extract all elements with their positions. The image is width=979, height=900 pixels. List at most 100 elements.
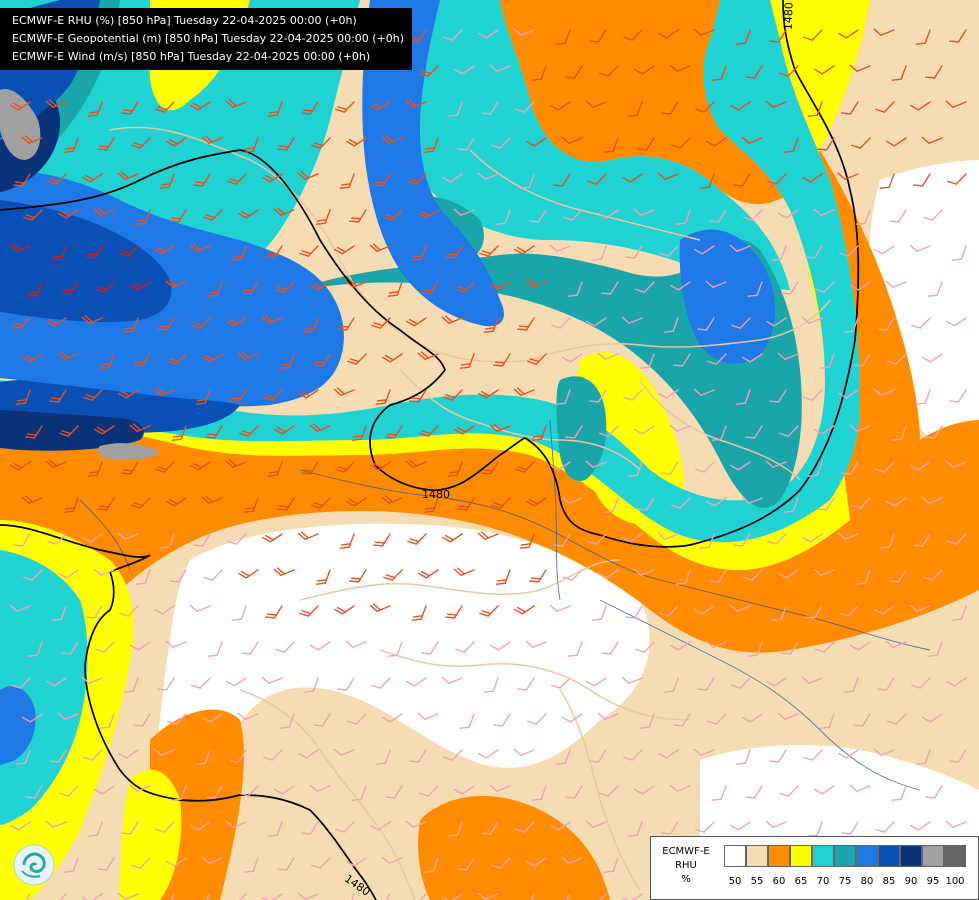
- wind-barb: [369, 461, 391, 471]
- wind-barb: [600, 641, 619, 655]
- wind-barb: [729, 821, 751, 831]
- wind-barb: [671, 497, 691, 509]
- wind-barb: [564, 65, 583, 79]
- wind-barb: [129, 281, 151, 291]
- wind-barb: [27, 641, 43, 657]
- wind-barb: [165, 137, 187, 147]
- wind-barb: [315, 569, 331, 585]
- wind-barb: [735, 29, 751, 45]
- wind-barb: [275, 641, 295, 653]
- wind-barb: [783, 137, 799, 153]
- wind-barb: [441, 173, 463, 183]
- wind-barb: [888, 209, 907, 223]
- wind-barb: [117, 749, 139, 759]
- wind-barb: [297, 171, 319, 180]
- wind-barb: [156, 317, 175, 331]
- wind-barb: [387, 281, 403, 297]
- wind-barb: [528, 209, 547, 223]
- wind-barb: [603, 497, 619, 513]
- wind-barb: [597, 712, 619, 720]
- wind-barb: [63, 137, 79, 153]
- wind-barb: [744, 65, 763, 79]
- wind-barb: [492, 353, 511, 367]
- wind-barb: [837, 532, 859, 540]
- legend-tick-label: 90: [904, 876, 918, 887]
- wind-barb: [765, 677, 787, 687]
- legend-tick-label: 65: [794, 876, 808, 887]
- wind-barb: [297, 892, 319, 900]
- wind-barb: [591, 605, 607, 621]
- wind-barb: [945, 820, 967, 828]
- wind-barb: [21, 713, 43, 723]
- wind-barb: [276, 497, 295, 511]
- wind-barb: [515, 461, 535, 473]
- wind-barb: [239, 785, 259, 797]
- title-rhu: ECMWF-E RHU (%) [850 hPa] Tuesday 22-04-…: [12, 14, 357, 27]
- wind-barb: [743, 209, 763, 221]
- wind-barb: [923, 209, 943, 221]
- wind-barb: [447, 821, 463, 837]
- wind-barb: [669, 424, 691, 432]
- wind-barb: [945, 677, 967, 687]
- wind-barb: [837, 389, 859, 399]
- wind-barb: [621, 173, 643, 183]
- wind-barb: [711, 65, 727, 81]
- wind-barb: [153, 387, 175, 396]
- wind-barb: [815, 641, 835, 653]
- wind-barb: [743, 569, 763, 581]
- wind-barb: [201, 135, 223, 144]
- wind-barb: [225, 677, 247, 687]
- wind-barb: [552, 173, 571, 187]
- ecmwf-logo-icon[interactable]: [12, 843, 56, 887]
- wind-barb: [383, 569, 403, 581]
- wind-barb: [780, 281, 799, 295]
- wind-barb: [267, 461, 283, 477]
- wind-barb: [23, 569, 43, 581]
- wind-barb: [171, 425, 187, 441]
- wind-barb: [48, 389, 67, 403]
- wind-barb: [59, 425, 79, 437]
- wind-barb: [489, 784, 511, 792]
- wind-barbs-layer: [9, 28, 967, 900]
- wind-barb: [345, 857, 367, 867]
- wind-barb: [659, 605, 679, 617]
- wind-barb: [84, 245, 103, 259]
- wind-barb: [767, 173, 787, 185]
- wind-barb: [765, 317, 787, 327]
- wind-barb: [135, 209, 151, 225]
- wind-barb: [333, 605, 355, 615]
- wind-barb: [299, 245, 319, 257]
- wind-barb: [695, 461, 715, 473]
- wind-barb: [333, 245, 355, 255]
- wind-barb: [729, 244, 751, 252]
- wind-barb: [417, 569, 439, 579]
- legend-swatch: [878, 845, 900, 867]
- wind-barb: [372, 173, 391, 187]
- wind-barb: [633, 568, 655, 576]
- wind-barb: [477, 389, 499, 399]
- wind-barb: [819, 353, 835, 369]
- wind-barb: [348, 209, 367, 223]
- wind-barb: [261, 173, 283, 183]
- wind-barb: [852, 353, 871, 367]
- wind-barb: [909, 101, 931, 111]
- wind-barb: [525, 279, 547, 288]
- wind-barb: [837, 172, 859, 180]
- wind-barb: [57, 712, 79, 720]
- wind-barb: [597, 209, 619, 219]
- wind-barb: [945, 317, 967, 327]
- wind-barb: [693, 388, 715, 396]
- wind-barb: [48, 749, 67, 763]
- wind-barb: [311, 857, 331, 869]
- wind-barb: [851, 137, 871, 149]
- wind-barb: [477, 29, 499, 39]
- wind-barb: [599, 425, 619, 437]
- wind-barb: [777, 209, 799, 219]
- wind-barb: [531, 65, 547, 81]
- wind-barb: [311, 137, 331, 149]
- wind-barb: [915, 29, 931, 45]
- wind-barb: [453, 208, 475, 216]
- wind-barb: [171, 785, 187, 801]
- wind-barb: [513, 245, 535, 255]
